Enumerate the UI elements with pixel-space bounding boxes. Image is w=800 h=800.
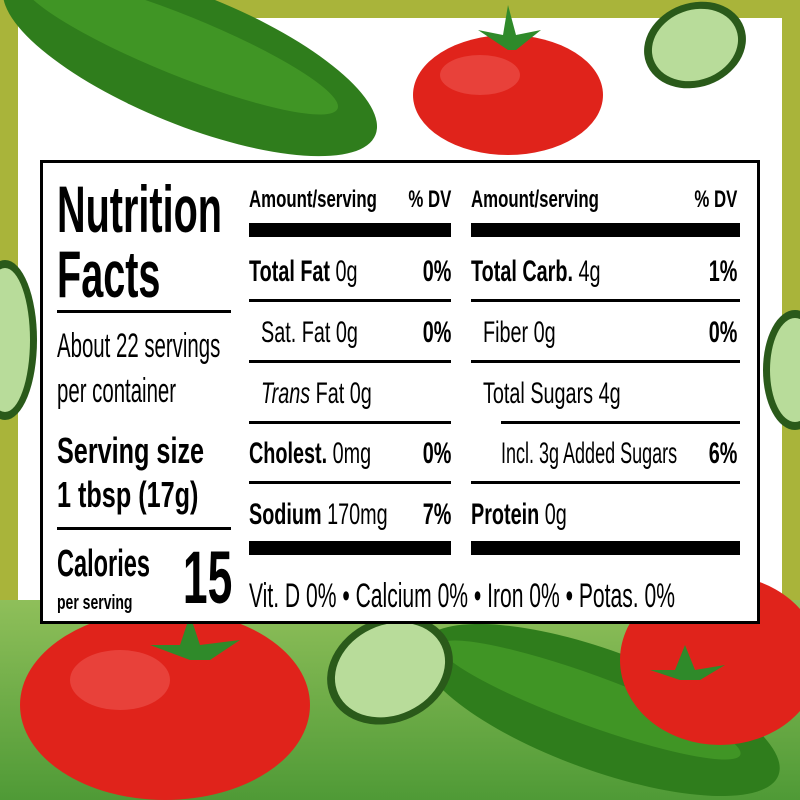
divider bbox=[249, 360, 451, 363]
calories-label: Calories bbox=[57, 543, 150, 585]
row-cholesterol: Cholest. 0mg bbox=[249, 437, 372, 470]
thick-bar bbox=[471, 541, 740, 555]
row-total-carb: Total Carb. 4g bbox=[471, 255, 601, 288]
title-facts: Facts bbox=[57, 237, 161, 311]
title-nutrition: Nutrition bbox=[57, 172, 222, 246]
row-trans-fat: Trans Fat 0g bbox=[261, 377, 372, 410]
divider bbox=[249, 481, 451, 484]
servings-per-container: About 22 servings bbox=[57, 327, 221, 365]
thick-bar bbox=[471, 223, 740, 237]
cucumber-slice-right bbox=[763, 310, 800, 430]
thick-bar bbox=[249, 223, 451, 237]
cucumber-slice-left bbox=[0, 260, 37, 420]
thick-bar bbox=[249, 541, 451, 555]
cucumber-slice-bottom bbox=[327, 615, 453, 725]
row-sodium: Sodium 170mg bbox=[249, 498, 388, 531]
right-header-dv: % DV bbox=[694, 186, 737, 213]
divider bbox=[471, 360, 740, 363]
left-header-dv: % DV bbox=[408, 186, 451, 213]
fiber-dv: 0% bbox=[708, 316, 737, 349]
serving-size-label: Serving size bbox=[57, 430, 205, 471]
divider bbox=[501, 421, 740, 424]
right-header-amount: Amount/serving bbox=[471, 186, 599, 213]
sodium-dv: 7% bbox=[422, 498, 451, 531]
row-total-sugars: Total Sugars 4g bbox=[483, 377, 621, 410]
row-sat-fat: Sat. Fat 0g bbox=[261, 316, 358, 349]
divider bbox=[249, 421, 451, 424]
calories-per-serving: per serving bbox=[57, 592, 133, 614]
cucumber-slice-top-right bbox=[644, 1, 746, 89]
cucumber-top-left bbox=[2, 0, 378, 157]
vitamins-minerals: Vit. D 0% • Calcium 0% • Iron 0% • Potas… bbox=[249, 577, 675, 615]
total-carb-dv: 1% bbox=[708, 255, 737, 288]
tomato-bottom-left bbox=[20, 610, 310, 800]
nutrition-facts-label: Nutrition Facts About 22 servings per co… bbox=[40, 160, 760, 624]
row-added-sugars: Incl. 3g Added Sugars bbox=[501, 437, 678, 470]
divider bbox=[57, 527, 231, 530]
left-header-amount: Amount/serving bbox=[249, 186, 377, 213]
divider bbox=[249, 299, 451, 302]
row-protein: Protein 0g bbox=[471, 498, 567, 531]
calories-value: 15 bbox=[182, 536, 232, 619]
divider bbox=[471, 299, 740, 302]
cholesterol-dv: 0% bbox=[422, 437, 451, 470]
total-fat-dv: 0% bbox=[422, 255, 451, 288]
added-sugars-dv: 6% bbox=[708, 437, 737, 470]
row-fiber: Fiber 0g bbox=[483, 316, 556, 349]
serving-size-value: 1 tbsp (17g) bbox=[57, 474, 199, 515]
sat-fat-dv: 0% bbox=[422, 316, 451, 349]
tomato-top bbox=[413, 5, 603, 155]
row-total-fat: Total Fat 0g bbox=[249, 255, 358, 288]
divider bbox=[471, 481, 740, 484]
servings-per-container-line2: per container bbox=[57, 372, 177, 410]
divider bbox=[57, 310, 231, 313]
